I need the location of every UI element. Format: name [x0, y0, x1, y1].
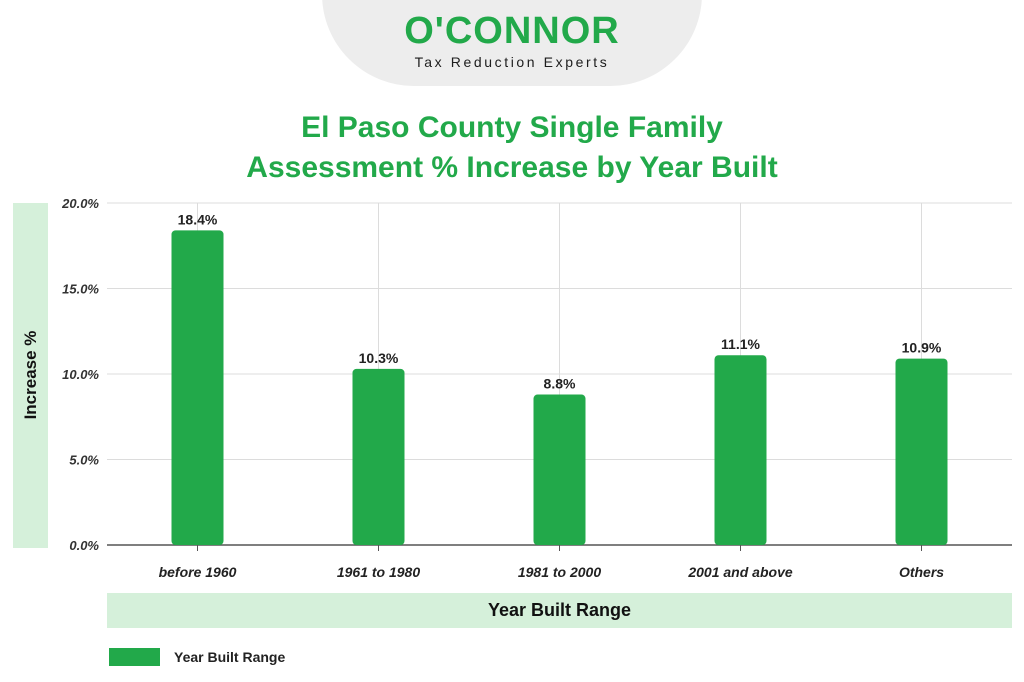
x-tick-label: 2001 and above: [687, 564, 792, 580]
y-axis-label-band: [13, 203, 48, 548]
x-tick-label: Others: [899, 564, 944, 580]
legend-label: Year Built Range: [174, 649, 286, 665]
y-tick-label: 5.0%: [69, 453, 99, 468]
bar: [895, 358, 948, 545]
y-tick-label: 15.0%: [62, 282, 99, 297]
y-tick-label: 20.0%: [61, 196, 99, 211]
bar: [714, 355, 767, 545]
bar: [352, 368, 405, 545]
x-axis-label: Year Built Range: [487, 600, 632, 620]
brand-name: O'CONNOR: [404, 10, 620, 52]
x-tick-label: before 1960: [159, 564, 237, 580]
bar: [533, 394, 586, 545]
x-axis-label-band: [107, 593, 1012, 628]
chart-title: El Paso County Single Family Assessment …: [0, 108, 1024, 188]
data-label: 10.9%: [902, 340, 942, 356]
x-tick-label: 1981 to 2000: [518, 564, 601, 580]
logo-background: [322, 0, 702, 86]
bar: [171, 230, 224, 546]
y-tick-label: 0.0%: [69, 538, 99, 553]
brand-logo: O'CONNOR: [322, 10, 702, 53]
x-tick-label: 1961 to 1980: [337, 564, 420, 580]
chart-title-line1: El Paso County Single Family: [301, 111, 723, 144]
data-label: 8.8%: [544, 376, 576, 392]
chart-title-line2: Assessment % Increase by Year Built: [246, 151, 778, 184]
data-label: 18.4%: [178, 211, 218, 227]
data-label: 10.3%: [359, 350, 399, 366]
data-label: 11.1%: [721, 336, 760, 352]
y-tick-label: 10.0%: [62, 367, 99, 382]
legend-swatch: [109, 648, 160, 666]
brand-tagline: Tax Reduction Experts: [414, 54, 610, 70]
